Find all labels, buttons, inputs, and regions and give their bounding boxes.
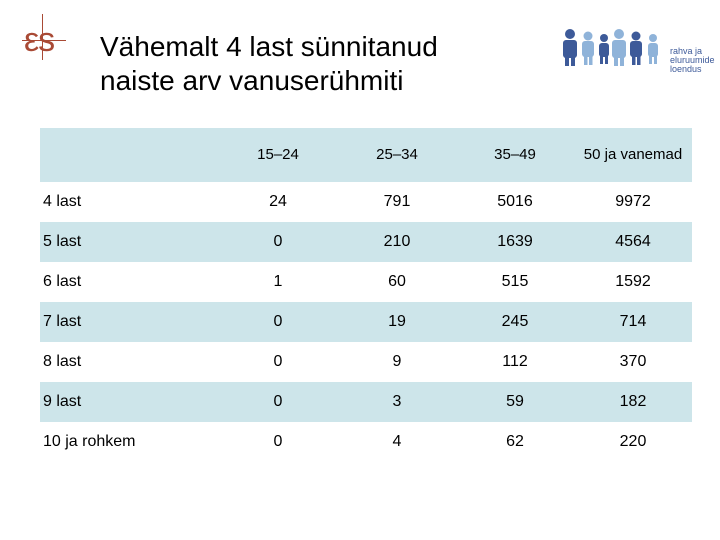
table-cell: 9: [392, 353, 402, 370]
brand-line: loendus: [670, 64, 702, 74]
table-cell: 24: [269, 193, 287, 210]
brand-line: eluruumide: [670, 55, 715, 65]
table-cell: 791: [383, 193, 411, 210]
column-header: 50 ja vanemad: [574, 128, 692, 182]
table-cell: 5016: [497, 193, 533, 210]
table-row: 6 last 1 60 515 1592: [40, 262, 692, 302]
table-cell: 112: [502, 353, 528, 370]
row-label: 6 last: [43, 273, 82, 290]
table-cell: 0: [218, 222, 338, 262]
corner-cell: [40, 128, 218, 182]
page-title: Vähemalt 4 last sünnitanud naiste arv va…: [100, 30, 540, 98]
row-label: 5 last: [40, 222, 218, 262]
title-line-2: naiste arv vanuserühmiti: [100, 65, 404, 96]
table-header-row: 15–24 25–34 35–49 50 ja vanemad: [40, 128, 692, 182]
row-label: 7 last: [40, 302, 218, 342]
table-row: 9 last 0 3 59 182: [40, 382, 692, 422]
row-label: 8 last: [43, 353, 82, 370]
table-body: 4 last 24 791 5016 9972 5 last 0 210 1639 4564 6 l…: [40, 182, 692, 462]
logo-vertical-rule: [42, 14, 43, 60]
table-cell: 9972: [615, 193, 651, 210]
table-cell: 62: [506, 433, 524, 450]
table-row: 8 last 0 9 112 370: [40, 342, 692, 382]
table-cell: 515: [501, 273, 529, 290]
table-cell: 60: [388, 273, 406, 290]
table-cell: 4564: [574, 222, 692, 262]
census-logo-text: rahva ja eluruumide loendus: [670, 47, 715, 74]
logo-horizontal-rule: [22, 40, 66, 41]
table-cell: 3: [338, 382, 456, 422]
column-header: 15–24: [218, 128, 338, 182]
row-label: 10 ja rohkem: [43, 433, 136, 450]
table-cell: 370: [619, 353, 647, 370]
table-row: 5 last 0 210 1639 4564: [40, 222, 692, 262]
column-header: 35–49: [456, 128, 574, 182]
table-cell: 0: [218, 302, 338, 342]
table-row: 4 last 24 791 5016 9972: [40, 182, 692, 222]
table-cell: 220: [619, 433, 647, 450]
table-cell: 1639: [456, 222, 574, 262]
table-cell: 59: [456, 382, 574, 422]
brand-line: rahva ja: [670, 46, 703, 56]
data-table: 15–24 25–34 35–49 50 ja vanemad 4 last 24…: [40, 128, 692, 462]
row-label: 9 last: [40, 382, 218, 422]
table-row: 10 ja rohkem 0 4 62 220: [40, 422, 692, 462]
table-cell: 210: [338, 222, 456, 262]
table-cell: 1: [273, 273, 283, 290]
table-cell: 19: [338, 302, 456, 342]
column-header: 25–34: [338, 128, 456, 182]
census-logo: rahva ja eluruumide loendus: [558, 20, 715, 74]
table-cell: 4: [392, 433, 402, 450]
people-icon: [563, 29, 658, 66]
table-cell: 0: [273, 353, 283, 370]
table-cell: 714: [574, 302, 692, 342]
logo-text: εs: [24, 21, 55, 59]
table-cell: 0: [218, 382, 338, 422]
row-label: 4 last: [43, 193, 82, 210]
title-line-1: Vähemalt 4 last sünnitanud: [100, 31, 438, 62]
table-cell: 182: [574, 382, 692, 422]
table-cell: 0: [273, 433, 283, 450]
table-row: 7 last 0 19 245 714: [40, 302, 692, 342]
table-cell: 245: [456, 302, 574, 342]
table-cell: 1592: [615, 273, 651, 290]
